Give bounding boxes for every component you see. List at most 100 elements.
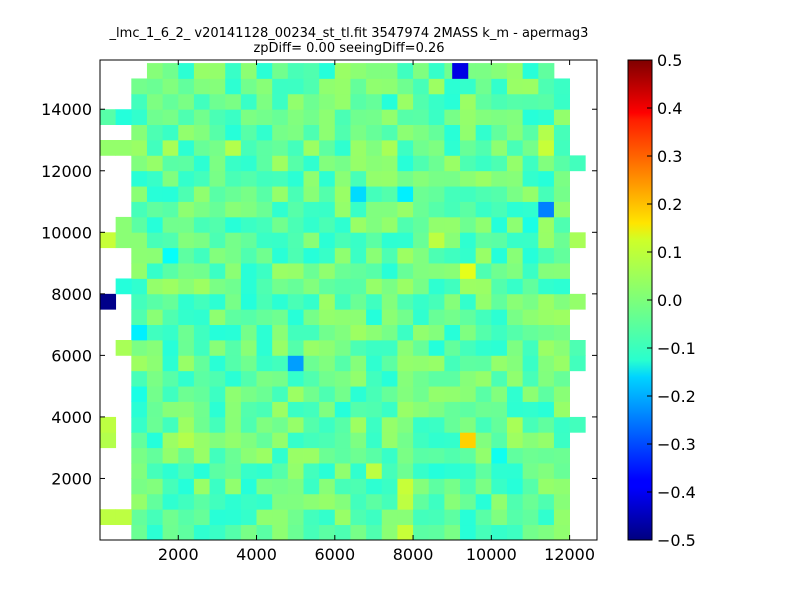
heatmap-cell bbox=[553, 493, 570, 510]
heatmap-cell bbox=[506, 216, 524, 233]
y-tick-label: 12000 bbox=[41, 162, 92, 181]
heatmap-cell bbox=[193, 232, 210, 249]
heatmap-cell bbox=[225, 478, 242, 495]
heatmap-cell bbox=[162, 432, 179, 449]
heatmap-cell bbox=[428, 309, 445, 326]
heatmap-cell bbox=[131, 509, 148, 526]
heatmap-cell bbox=[131, 109, 148, 126]
heatmap-cell bbox=[319, 93, 336, 110]
heatmap-cell bbox=[350, 447, 367, 464]
heatmap-cell bbox=[100, 416, 117, 433]
heatmap-cell bbox=[334, 170, 351, 187]
heatmap-cell bbox=[131, 78, 148, 95]
heatmap-cell bbox=[178, 324, 195, 341]
heatmap-cell bbox=[146, 278, 164, 295]
heatmap-cell bbox=[413, 401, 430, 418]
heatmap-cell bbox=[397, 186, 414, 202]
heatmap-cell bbox=[256, 201, 273, 218]
heatmap-cell bbox=[319, 370, 336, 387]
heatmap-cell bbox=[303, 432, 320, 449]
heatmap-cell bbox=[240, 247, 257, 264]
heatmap-cell bbox=[553, 247, 570, 264]
heatmap-cell bbox=[334, 355, 351, 372]
heatmap-cell bbox=[334, 124, 351, 141]
heatmap-cell bbox=[491, 309, 508, 326]
heatmap-cell bbox=[381, 170, 398, 187]
y-axis: 2000 4000 6000 8000 10000 12000 14000 bbox=[41, 100, 597, 488]
heatmap-cell bbox=[209, 509, 226, 526]
heatmap-cell bbox=[272, 216, 289, 233]
heatmap-cell bbox=[240, 401, 257, 418]
heatmap-cell bbox=[256, 93, 273, 110]
heatmap-cell bbox=[381, 186, 398, 202]
heatmap-cell bbox=[381, 355, 398, 372]
heatmap-cell bbox=[460, 155, 477, 172]
heatmap-cell bbox=[413, 247, 430, 264]
x-tick-label: 12000 bbox=[544, 545, 595, 564]
heatmap-cell bbox=[553, 416, 570, 433]
heatmap-cell bbox=[287, 340, 304, 356]
heatmap-cell bbox=[444, 370, 461, 387]
heatmap-cell bbox=[225, 232, 242, 249]
heatmap-cell bbox=[491, 109, 508, 126]
heatmap-cell bbox=[240, 263, 257, 279]
heatmap-cell bbox=[334, 340, 351, 356]
heatmap-cell bbox=[146, 509, 164, 526]
heatmap-cell bbox=[319, 432, 336, 449]
heatmap-cell bbox=[475, 263, 492, 279]
heatmap-cell bbox=[272, 309, 289, 326]
heatmap-cell bbox=[146, 140, 164, 156]
heatmap-cell bbox=[178, 309, 195, 326]
heatmap-cell bbox=[522, 370, 539, 387]
heatmap-cell bbox=[240, 416, 257, 433]
heatmap-cell bbox=[146, 232, 164, 249]
heatmap-cell bbox=[397, 478, 414, 495]
heatmap-cell bbox=[553, 170, 570, 187]
heatmap-cell bbox=[366, 78, 383, 95]
heatmap-cell bbox=[553, 478, 570, 495]
heatmap-cell bbox=[334, 63, 351, 79]
heatmap-cell bbox=[397, 340, 414, 356]
heatmap-cell bbox=[303, 340, 320, 356]
heatmap-cell bbox=[350, 355, 367, 372]
heatmap-cell bbox=[397, 463, 414, 479]
heatmap-cell bbox=[193, 324, 210, 341]
heatmap-cell bbox=[256, 432, 273, 449]
heatmap-cell bbox=[131, 140, 148, 156]
heatmap-cell bbox=[538, 93, 555, 110]
y-tick-label: 10000 bbox=[41, 223, 92, 242]
colorbar-tick-label: −0.1 bbox=[657, 339, 696, 358]
heatmap-cell bbox=[506, 186, 524, 202]
heatmap-cell bbox=[334, 201, 351, 218]
heatmap-cell bbox=[162, 263, 179, 279]
heatmap-cell bbox=[444, 447, 461, 464]
heatmap-cell bbox=[538, 263, 555, 279]
heatmap-cell bbox=[428, 109, 445, 126]
heatmap-cell bbox=[522, 463, 539, 479]
heatmap-cell bbox=[240, 355, 257, 372]
heatmap-cell bbox=[413, 340, 430, 356]
heatmap-cell bbox=[553, 370, 570, 387]
heatmap-cell bbox=[319, 232, 336, 249]
heatmap-cell bbox=[115, 509, 132, 526]
heatmap-cell bbox=[444, 124, 461, 141]
heatmap-cell bbox=[397, 447, 414, 464]
heatmap-cell bbox=[225, 509, 242, 526]
heatmap-cell bbox=[397, 309, 414, 326]
chart-title-line-1: _lmc_1_6_2_ v20141128_00234_st_tl.fit 35… bbox=[109, 26, 589, 41]
heatmap-cell bbox=[209, 186, 226, 202]
heatmap-cell bbox=[381, 232, 398, 249]
heatmap-cell bbox=[444, 340, 461, 356]
heatmap-cell bbox=[209, 140, 226, 156]
heatmap-cell bbox=[413, 509, 430, 526]
heatmap-cell bbox=[303, 386, 320, 402]
heatmap-cell bbox=[366, 232, 383, 249]
heatmap-cell bbox=[381, 109, 398, 126]
heatmap-cell bbox=[553, 324, 570, 341]
heatmap-cell bbox=[178, 509, 195, 526]
heatmap-cell bbox=[491, 493, 508, 510]
heatmap-cell bbox=[460, 524, 477, 541]
heatmap-cell bbox=[131, 201, 148, 218]
heatmap-cell bbox=[460, 78, 477, 95]
heatmap-cell bbox=[287, 478, 304, 495]
